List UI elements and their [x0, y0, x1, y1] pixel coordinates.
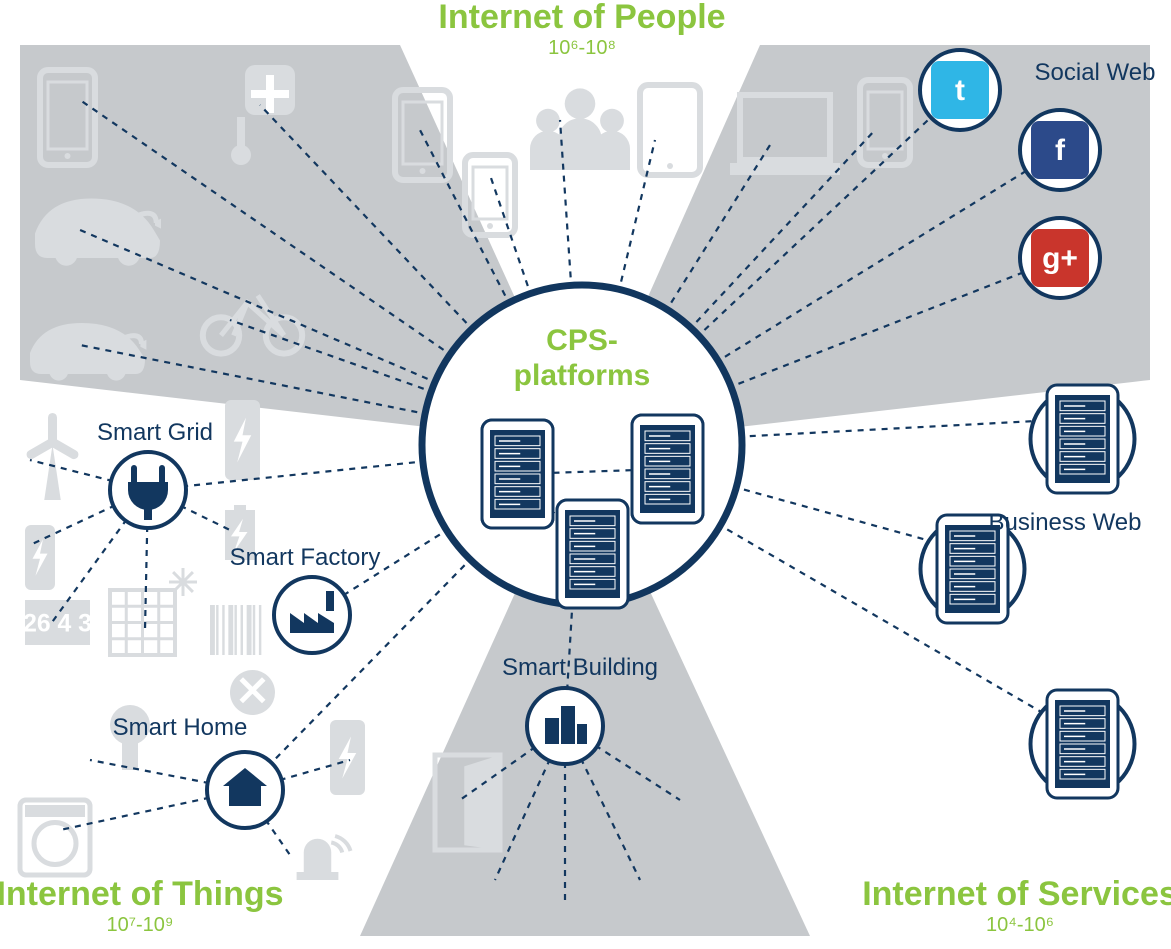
svg-text:26 4 3: 26 4 3	[23, 611, 92, 638]
server-icon	[557, 500, 628, 608]
server-icon	[1047, 385, 1118, 493]
svg-text:t: t	[955, 74, 965, 107]
label-socialWeb: Social Web	[1035, 59, 1156, 86]
label-smartBuilding: Smart Building	[502, 654, 658, 681]
server-icon	[1047, 690, 1118, 798]
svg-text:g+: g+	[1042, 242, 1078, 275]
title-br-sub: 10⁴-10⁶	[986, 914, 1054, 936]
label-businessWeb: Business Web	[989, 509, 1142, 536]
title-br: Internet of Services	[862, 875, 1171, 913]
title-top-sub: 10⁶-10⁸	[548, 37, 616, 59]
svg-text:f: f	[1055, 134, 1066, 167]
bg-icon-chargepost	[330, 720, 365, 795]
center-label-2: platforms	[514, 359, 651, 392]
center-label-1: CPS-	[546, 324, 618, 357]
smartFactory-node	[274, 577, 350, 653]
label-smartGrid: Smart Grid	[97, 419, 213, 446]
title-bl-sub: 10⁷-10⁹	[107, 914, 174, 936]
bg-icon-barcode	[210, 605, 261, 655]
cps-infographic: 26 4 3 CPS-platforms t f g+ Internet of Peopl…	[0, 0, 1171, 949]
server-icon	[632, 415, 703, 523]
title-top: Internet of People	[438, 0, 725, 36]
server-icon	[482, 420, 553, 528]
label-smartHome: Smart Home	[113, 714, 248, 741]
bg-icon-chargepost	[25, 525, 55, 590]
bg-icon-counter: 26 4 3	[23, 600, 92, 645]
bg-icon-tools	[230, 670, 275, 715]
label-smartFactory: Smart Factory	[230, 544, 381, 571]
bg-icon-chargepost	[225, 400, 260, 480]
title-bl: Internet of Things	[0, 875, 284, 913]
